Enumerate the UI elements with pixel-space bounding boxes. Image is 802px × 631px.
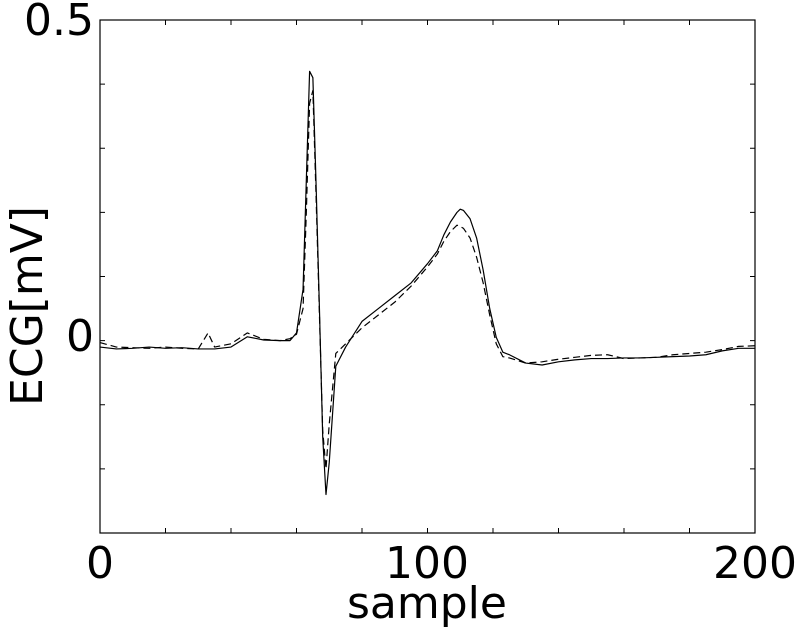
axis-ticks: [99, 19, 756, 534]
x-tick-label-100: 100: [385, 538, 469, 589]
plot-frame: [99, 19, 756, 534]
x-tick-label-0: 0: [86, 538, 114, 589]
series-layer: [99, 70, 756, 496]
series-line-solid: [99, 70, 755, 496]
y-tick-label-0-5: 0.5: [24, 0, 94, 46]
x-axis-title: sample: [347, 578, 507, 629]
series-line-dashed: [99, 89, 756, 470]
y-axis-title: ECG[mV]: [2, 206, 53, 406]
x-tick-label-200: 200: [713, 538, 797, 589]
y-tick-label-0: 0: [66, 311, 94, 362]
